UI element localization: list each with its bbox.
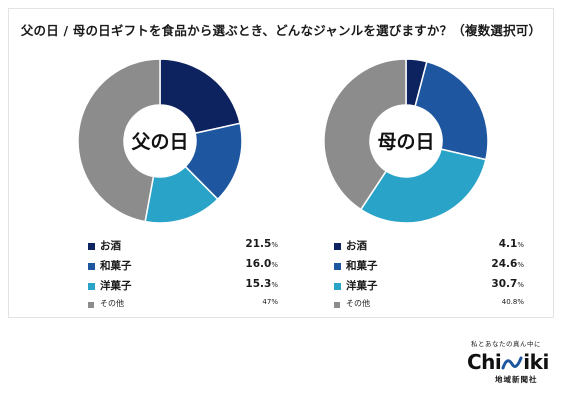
- legend-swatch-yogashi: [88, 283, 95, 290]
- legend-swatch-wagashi: [88, 263, 95, 270]
- legend-swatch-osake: [334, 243, 341, 250]
- pie-slice-osake: [159, 58, 241, 135]
- legend-row-yogashi: 洋菓子 15.3%: [88, 278, 278, 298]
- logo-swoosh-icon: [501, 356, 523, 370]
- legend-label: 洋菓子: [100, 280, 132, 292]
- legend-mothers-day: お酒 4.1% 和菓子 24.6% 洋菓子 30.7% その他 40.8%: [334, 238, 524, 314]
- pie-slice-other: [77, 58, 161, 223]
- legend-label: 和菓子: [100, 260, 132, 272]
- brand-logo: 私とあなたの真ん中に Chi iki 地域新聞社: [445, 338, 562, 385]
- legend-value: 24.6%: [491, 258, 524, 270]
- legend-value: 40.8%: [501, 298, 524, 306]
- legend-label: 和菓子: [346, 260, 378, 272]
- legend-fathers-day: お酒 21.5% 和菓子 16.0% 洋菓子 15.3% その他 47%: [88, 238, 278, 314]
- pie-slice-yogashi: [359, 148, 487, 224]
- legend-row-yogashi: 洋菓子 30.7%: [334, 278, 524, 298]
- chart-title: 父の日 / 母の日ギフトを食品から選ぶとき、どんなジャンルを選びますか？（複数選…: [20, 23, 542, 38]
- legend-row-osake: お酒 21.5%: [88, 238, 278, 258]
- donut-hole: [371, 106, 441, 176]
- legend-value: 30.7%: [491, 278, 524, 290]
- legend-row-osake: お酒 4.1%: [334, 238, 524, 258]
- donut-chart-mothers-day: 母の日: [323, 58, 489, 224]
- legend-row-wagashi: 和菓子 16.0%: [88, 258, 278, 278]
- legend-value: 15.3%: [245, 278, 278, 290]
- pie-slice-wagashi: [414, 60, 489, 161]
- pie-slice-other: [323, 58, 407, 211]
- legend-row-other: その他 47%: [88, 298, 278, 314]
- legend-row-other: その他 40.8%: [334, 298, 524, 314]
- legend-label: 洋菓子: [346, 280, 378, 292]
- logo-wordmark: Chi iki: [467, 350, 562, 374]
- logo-text-right: iki: [523, 350, 549, 374]
- donut-center-label: 母の日: [377, 131, 434, 153]
- donut-hole: [125, 106, 195, 176]
- legend-label: その他: [346, 299, 370, 308]
- legend-swatch-wagashi: [334, 263, 341, 270]
- brand-company-name: 地域新聞社: [495, 375, 538, 384]
- legend-label: その他: [100, 299, 124, 308]
- legend-label: お酒: [100, 240, 121, 252]
- legend-label: お酒: [346, 240, 367, 252]
- legend-swatch-other: [334, 302, 340, 308]
- legend-row-wagashi: 和菓子 24.6%: [334, 258, 524, 278]
- legend-swatch-yogashi: [334, 283, 341, 290]
- brand-tagline: 私とあなたの真ん中に: [471, 340, 541, 348]
- legend-value: 47%: [262, 298, 278, 306]
- legend-value: 16.0%: [245, 258, 278, 270]
- legend-swatch-other: [88, 302, 94, 308]
- logo-text-left: Chi: [467, 350, 502, 374]
- donut-chart-fathers-day: 父の日: [77, 58, 243, 224]
- legend-value: 21.5%: [245, 238, 278, 250]
- donut-center-label: 父の日: [130, 131, 188, 153]
- legend-swatch-osake: [88, 243, 95, 250]
- legend-value: 4.1%: [498, 238, 524, 250]
